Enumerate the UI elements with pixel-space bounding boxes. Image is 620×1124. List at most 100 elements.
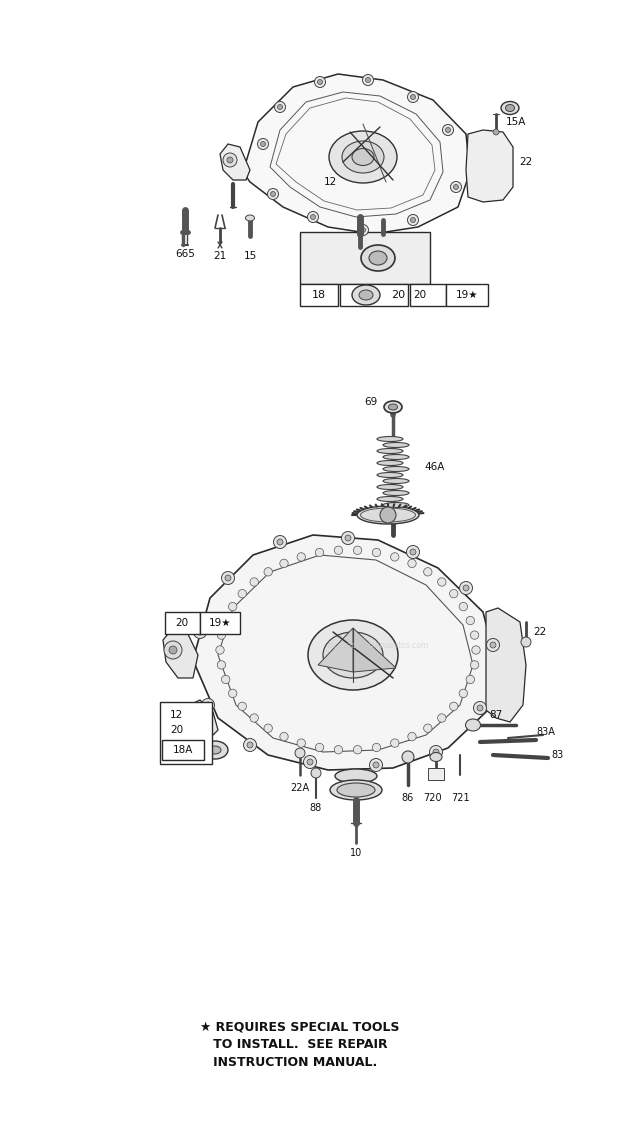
Polygon shape <box>353 628 396 672</box>
Circle shape <box>451 181 461 192</box>
Circle shape <box>169 646 177 654</box>
Circle shape <box>410 218 415 223</box>
Ellipse shape <box>377 448 403 453</box>
Text: 20: 20 <box>391 290 405 300</box>
Circle shape <box>295 747 305 758</box>
Circle shape <box>304 755 316 769</box>
Text: 20: 20 <box>175 618 188 628</box>
Circle shape <box>407 91 419 102</box>
Circle shape <box>373 762 379 768</box>
Circle shape <box>308 211 319 223</box>
Text: 12: 12 <box>324 176 337 187</box>
Circle shape <box>193 625 206 638</box>
Polygon shape <box>193 535 496 770</box>
Circle shape <box>221 571 234 584</box>
Circle shape <box>342 532 355 544</box>
Text: ★ REQUIRES SPECIAL TOOLS: ★ REQUIRES SPECIAL TOOLS <box>200 1019 399 1033</box>
Text: 19★: 19★ <box>209 618 231 628</box>
Circle shape <box>459 689 467 698</box>
Circle shape <box>459 581 472 595</box>
Circle shape <box>280 560 288 568</box>
Circle shape <box>487 638 500 652</box>
Ellipse shape <box>209 746 221 754</box>
Ellipse shape <box>342 140 384 173</box>
Circle shape <box>275 101 285 112</box>
Circle shape <box>391 738 399 747</box>
Circle shape <box>407 215 419 226</box>
Ellipse shape <box>430 752 442 761</box>
Circle shape <box>360 227 366 233</box>
Text: 86: 86 <box>402 794 414 803</box>
Circle shape <box>316 549 324 556</box>
Circle shape <box>297 738 306 747</box>
Circle shape <box>423 724 432 733</box>
Circle shape <box>247 742 253 747</box>
Circle shape <box>221 616 230 625</box>
Text: 87: 87 <box>489 710 503 720</box>
Ellipse shape <box>383 479 409 483</box>
Circle shape <box>297 553 306 561</box>
Ellipse shape <box>246 215 254 221</box>
Circle shape <box>229 602 237 610</box>
Text: 18: 18 <box>312 290 326 300</box>
Circle shape <box>277 540 283 545</box>
Text: 18A: 18A <box>173 745 193 755</box>
Ellipse shape <box>352 148 374 165</box>
Circle shape <box>223 153 237 167</box>
Circle shape <box>363 74 373 85</box>
Circle shape <box>477 705 483 711</box>
Circle shape <box>490 642 496 649</box>
Text: 69: 69 <box>365 397 378 407</box>
Circle shape <box>267 189 278 199</box>
Ellipse shape <box>383 490 409 496</box>
Ellipse shape <box>335 769 377 783</box>
Bar <box>428 768 444 780</box>
Circle shape <box>521 637 531 647</box>
Text: 10: 10 <box>350 847 362 858</box>
Ellipse shape <box>384 401 402 413</box>
Circle shape <box>278 105 283 109</box>
Circle shape <box>493 129 499 135</box>
Circle shape <box>472 646 480 654</box>
Ellipse shape <box>383 466 409 471</box>
Bar <box>410 284 446 306</box>
Text: 22: 22 <box>520 157 533 167</box>
Ellipse shape <box>337 643 369 668</box>
Ellipse shape <box>329 132 397 183</box>
Text: 46A: 46A <box>425 462 445 472</box>
Circle shape <box>311 768 321 778</box>
Text: 665: 665 <box>175 250 195 259</box>
Circle shape <box>408 733 416 741</box>
Text: 15A: 15A <box>506 117 526 127</box>
Bar <box>200 611 240 634</box>
Circle shape <box>450 589 458 598</box>
Circle shape <box>453 184 459 190</box>
Circle shape <box>217 631 226 640</box>
Text: 720: 720 <box>423 794 442 803</box>
Circle shape <box>202 698 215 711</box>
Circle shape <box>221 676 230 683</box>
Circle shape <box>334 546 343 554</box>
Text: 20: 20 <box>170 725 183 735</box>
Circle shape <box>466 676 474 683</box>
Circle shape <box>380 507 396 523</box>
Polygon shape <box>220 144 250 180</box>
Ellipse shape <box>330 780 382 800</box>
Ellipse shape <box>377 472 403 478</box>
Text: 20: 20 <box>414 290 427 300</box>
Circle shape <box>450 702 458 710</box>
Circle shape <box>433 749 439 755</box>
Circle shape <box>316 743 324 752</box>
Circle shape <box>353 546 361 554</box>
Circle shape <box>307 759 313 765</box>
Circle shape <box>471 631 479 640</box>
Text: 22A: 22A <box>290 783 309 794</box>
Circle shape <box>402 751 414 763</box>
Circle shape <box>370 759 383 771</box>
Ellipse shape <box>501 101 519 115</box>
Ellipse shape <box>466 719 480 731</box>
Circle shape <box>358 225 368 236</box>
Ellipse shape <box>359 290 373 300</box>
Circle shape <box>314 76 326 88</box>
Polygon shape <box>486 608 526 722</box>
